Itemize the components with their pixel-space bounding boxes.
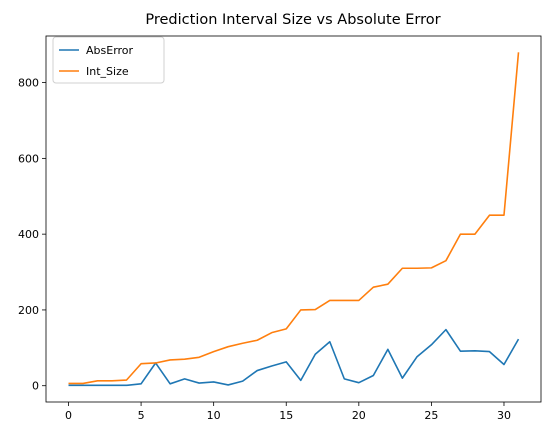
- x-tick-label: 5: [138, 409, 145, 422]
- legend: AbsError Int_Size: [52, 36, 165, 84]
- x-tick-label: 0: [65, 409, 72, 422]
- legend-box: [52, 36, 165, 84]
- series-layer: [68, 52, 520, 387]
- x-tick-label: 30: [497, 409, 511, 422]
- x-tick-label: 15: [279, 409, 293, 422]
- y-tick-label: 600: [18, 152, 39, 165]
- y-tick-label: 800: [18, 77, 39, 90]
- x-axis: 0 5 10 15 20 25 30: [65, 402, 511, 422]
- legend-label: Int_Size: [86, 65, 129, 78]
- x-tick-label: 10: [207, 409, 221, 422]
- y-tick-label: 0: [32, 380, 39, 393]
- y-tick-label: 200: [18, 304, 39, 317]
- plot-area: [45, 35, 542, 403]
- x-tick-label: 20: [352, 409, 366, 422]
- series-line-int-size: [68, 52, 520, 385]
- chart-title: Prediction Interval Size vs Absolute Err…: [145, 12, 440, 28]
- y-axis: 0 200 400 600 800: [18, 77, 46, 393]
- x-tick-label: 25: [424, 409, 438, 422]
- series-line-abserror: [68, 328, 520, 387]
- plot-frame: [45, 35, 542, 403]
- legend-label: AbsError: [86, 44, 134, 57]
- y-tick-label: 400: [18, 228, 39, 241]
